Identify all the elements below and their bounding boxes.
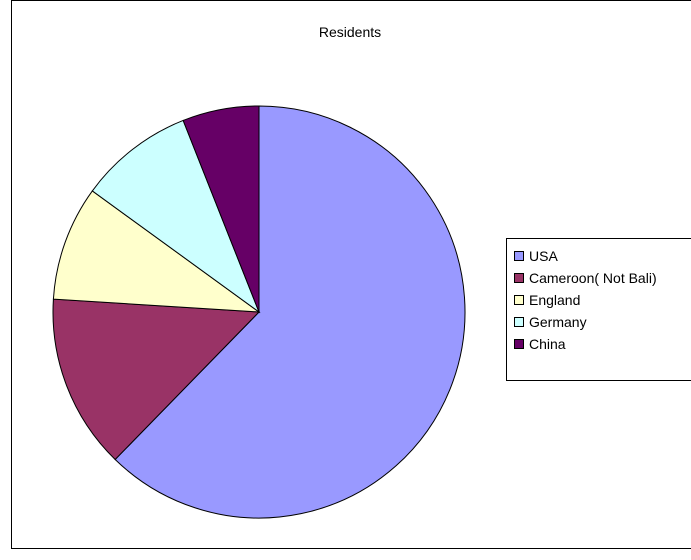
legend-label-china: China xyxy=(529,336,566,352)
legend: USA Cameroon( Not Bali) England Germany … xyxy=(506,238,691,381)
legend-swatch-china xyxy=(514,339,524,349)
legend-item-england: England xyxy=(514,289,691,311)
legend-label-england: England xyxy=(529,292,581,308)
chart-title: Residents xyxy=(318,24,382,40)
pie-slice-england xyxy=(52,190,261,313)
pie-slice-usa xyxy=(114,105,466,519)
legend-swatch-germany xyxy=(514,317,524,327)
pie-slice-germany xyxy=(91,119,261,314)
legend-label-germany: Germany xyxy=(529,314,587,330)
legend-label-usa: USA xyxy=(529,248,558,264)
legend-item-germany: Germany xyxy=(514,311,691,333)
legend-item-usa: USA xyxy=(514,245,691,267)
legend-swatch-cameroon xyxy=(514,273,524,283)
pie-slice-cameroon xyxy=(52,298,261,461)
legend-swatch-england xyxy=(514,295,524,305)
legend-label-cameroon: Cameroon( Not Bali) xyxy=(529,270,657,286)
legend-item-cameroon: Cameroon( Not Bali) xyxy=(514,267,691,289)
legend-item-china: China xyxy=(514,333,691,355)
legend-swatch-usa xyxy=(514,251,524,261)
pie-slice-china xyxy=(182,105,260,313)
